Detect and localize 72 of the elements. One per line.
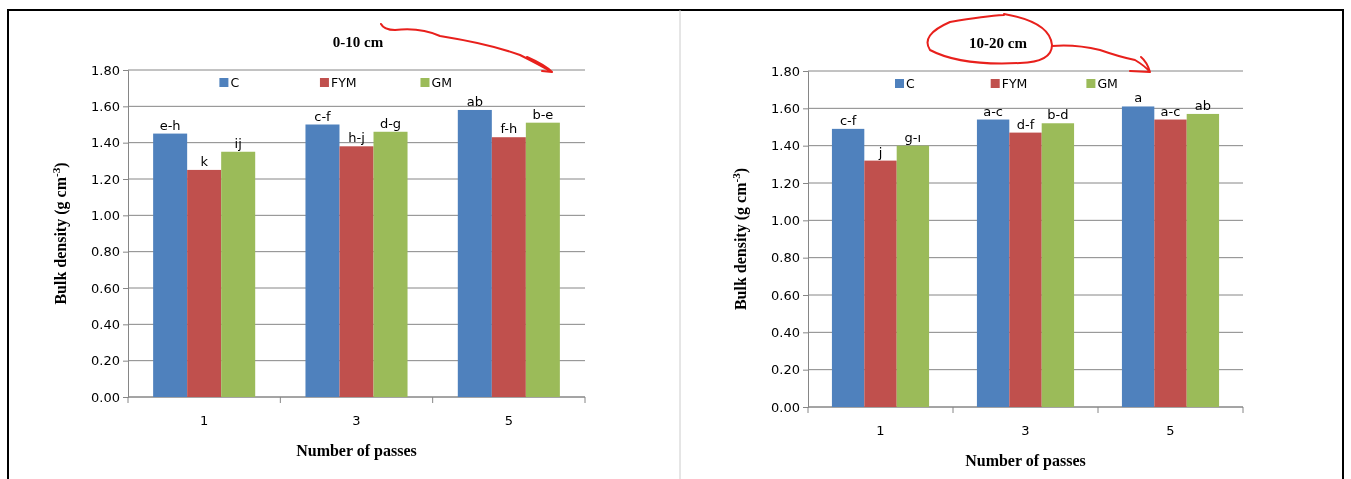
data-label: j [877,144,883,160]
bar [339,146,374,397]
x-tick-label: 3 [1021,422,1030,438]
data-label: c-f [314,108,332,124]
data-label: d-f [1016,116,1035,132]
data-label: g-ı [904,129,922,145]
bar [153,133,188,397]
legend-label: GM [431,75,452,90]
bar [1041,123,1075,407]
y-tick-label: 0.20 [91,353,120,369]
y-tick-label: 1.40 [771,138,800,154]
data-label: b-d [1047,107,1069,123]
legend-label: FYM [330,75,357,90]
x-axis-title: Number of passes [296,442,417,460]
data-label: e-h [159,117,181,133]
data-label: h-j [348,130,365,146]
bar [896,145,930,407]
bar [221,151,256,397]
bar [525,122,560,397]
x-axis-title: Number of passes [965,452,1086,470]
bar [1121,106,1155,407]
bar [305,124,340,397]
legend-label: FYM [1001,76,1028,91]
y-tick-label: 0.40 [91,316,120,332]
y-tick-label: 1.40 [91,135,120,151]
chart-title: 10-20 cm [969,35,1028,51]
bar [491,137,526,397]
bar [1009,132,1042,407]
x-tick-label: 1 [200,412,209,428]
x-tick-label: 5 [504,412,513,428]
bar [187,169,222,397]
data-label: a-c [1160,103,1181,119]
data-label: c-f [839,112,857,128]
y-tick-label: 1.60 [91,98,120,114]
data-label: a [1134,90,1143,106]
bar [457,109,492,397]
y-tick-label: 1.20 [771,175,800,191]
y-tick-label: 1.80 [91,62,120,78]
legend-label: C [906,76,915,91]
bar [976,119,1010,407]
data-label: b-e [532,106,554,122]
y-tick-label: 0.00 [771,399,800,415]
y-tick-label: 0.80 [91,244,120,260]
y-tick-label: 0.40 [771,324,800,340]
chart-title: 0-10 cm [332,34,384,50]
bar [864,160,897,407]
data-label: ab [466,93,483,109]
y-tick-label: 1.00 [771,212,800,228]
x-tick-label: 5 [1166,422,1175,438]
data-label: ab [1194,97,1211,113]
y-tick-label: 0.00 [91,389,120,405]
y-tick-label: 0.80 [771,250,800,266]
data-label: ij [234,135,242,151]
bar [373,131,408,397]
y-tick-label: 1.80 [771,63,800,79]
bar [1154,119,1187,407]
data-label: a-c [983,103,1004,119]
y-tick-label: 0.60 [771,287,800,303]
y-tick-label: 0.60 [91,280,120,296]
y-tick-label: 1.00 [91,207,120,223]
y-tick-label: 1.20 [91,171,120,187]
legend-label: GM [1097,76,1118,91]
data-label: k [200,153,209,169]
x-tick-label: 3 [352,412,361,428]
bar [831,128,865,407]
y-tick-label: 1.60 [771,100,800,116]
x-tick-label: 1 [876,422,885,438]
data-label: f-h [500,121,518,137]
bar [1186,113,1220,407]
legend-label: C [230,75,240,90]
data-label: d-g [379,115,402,131]
y-tick-label: 0.20 [771,362,800,378]
